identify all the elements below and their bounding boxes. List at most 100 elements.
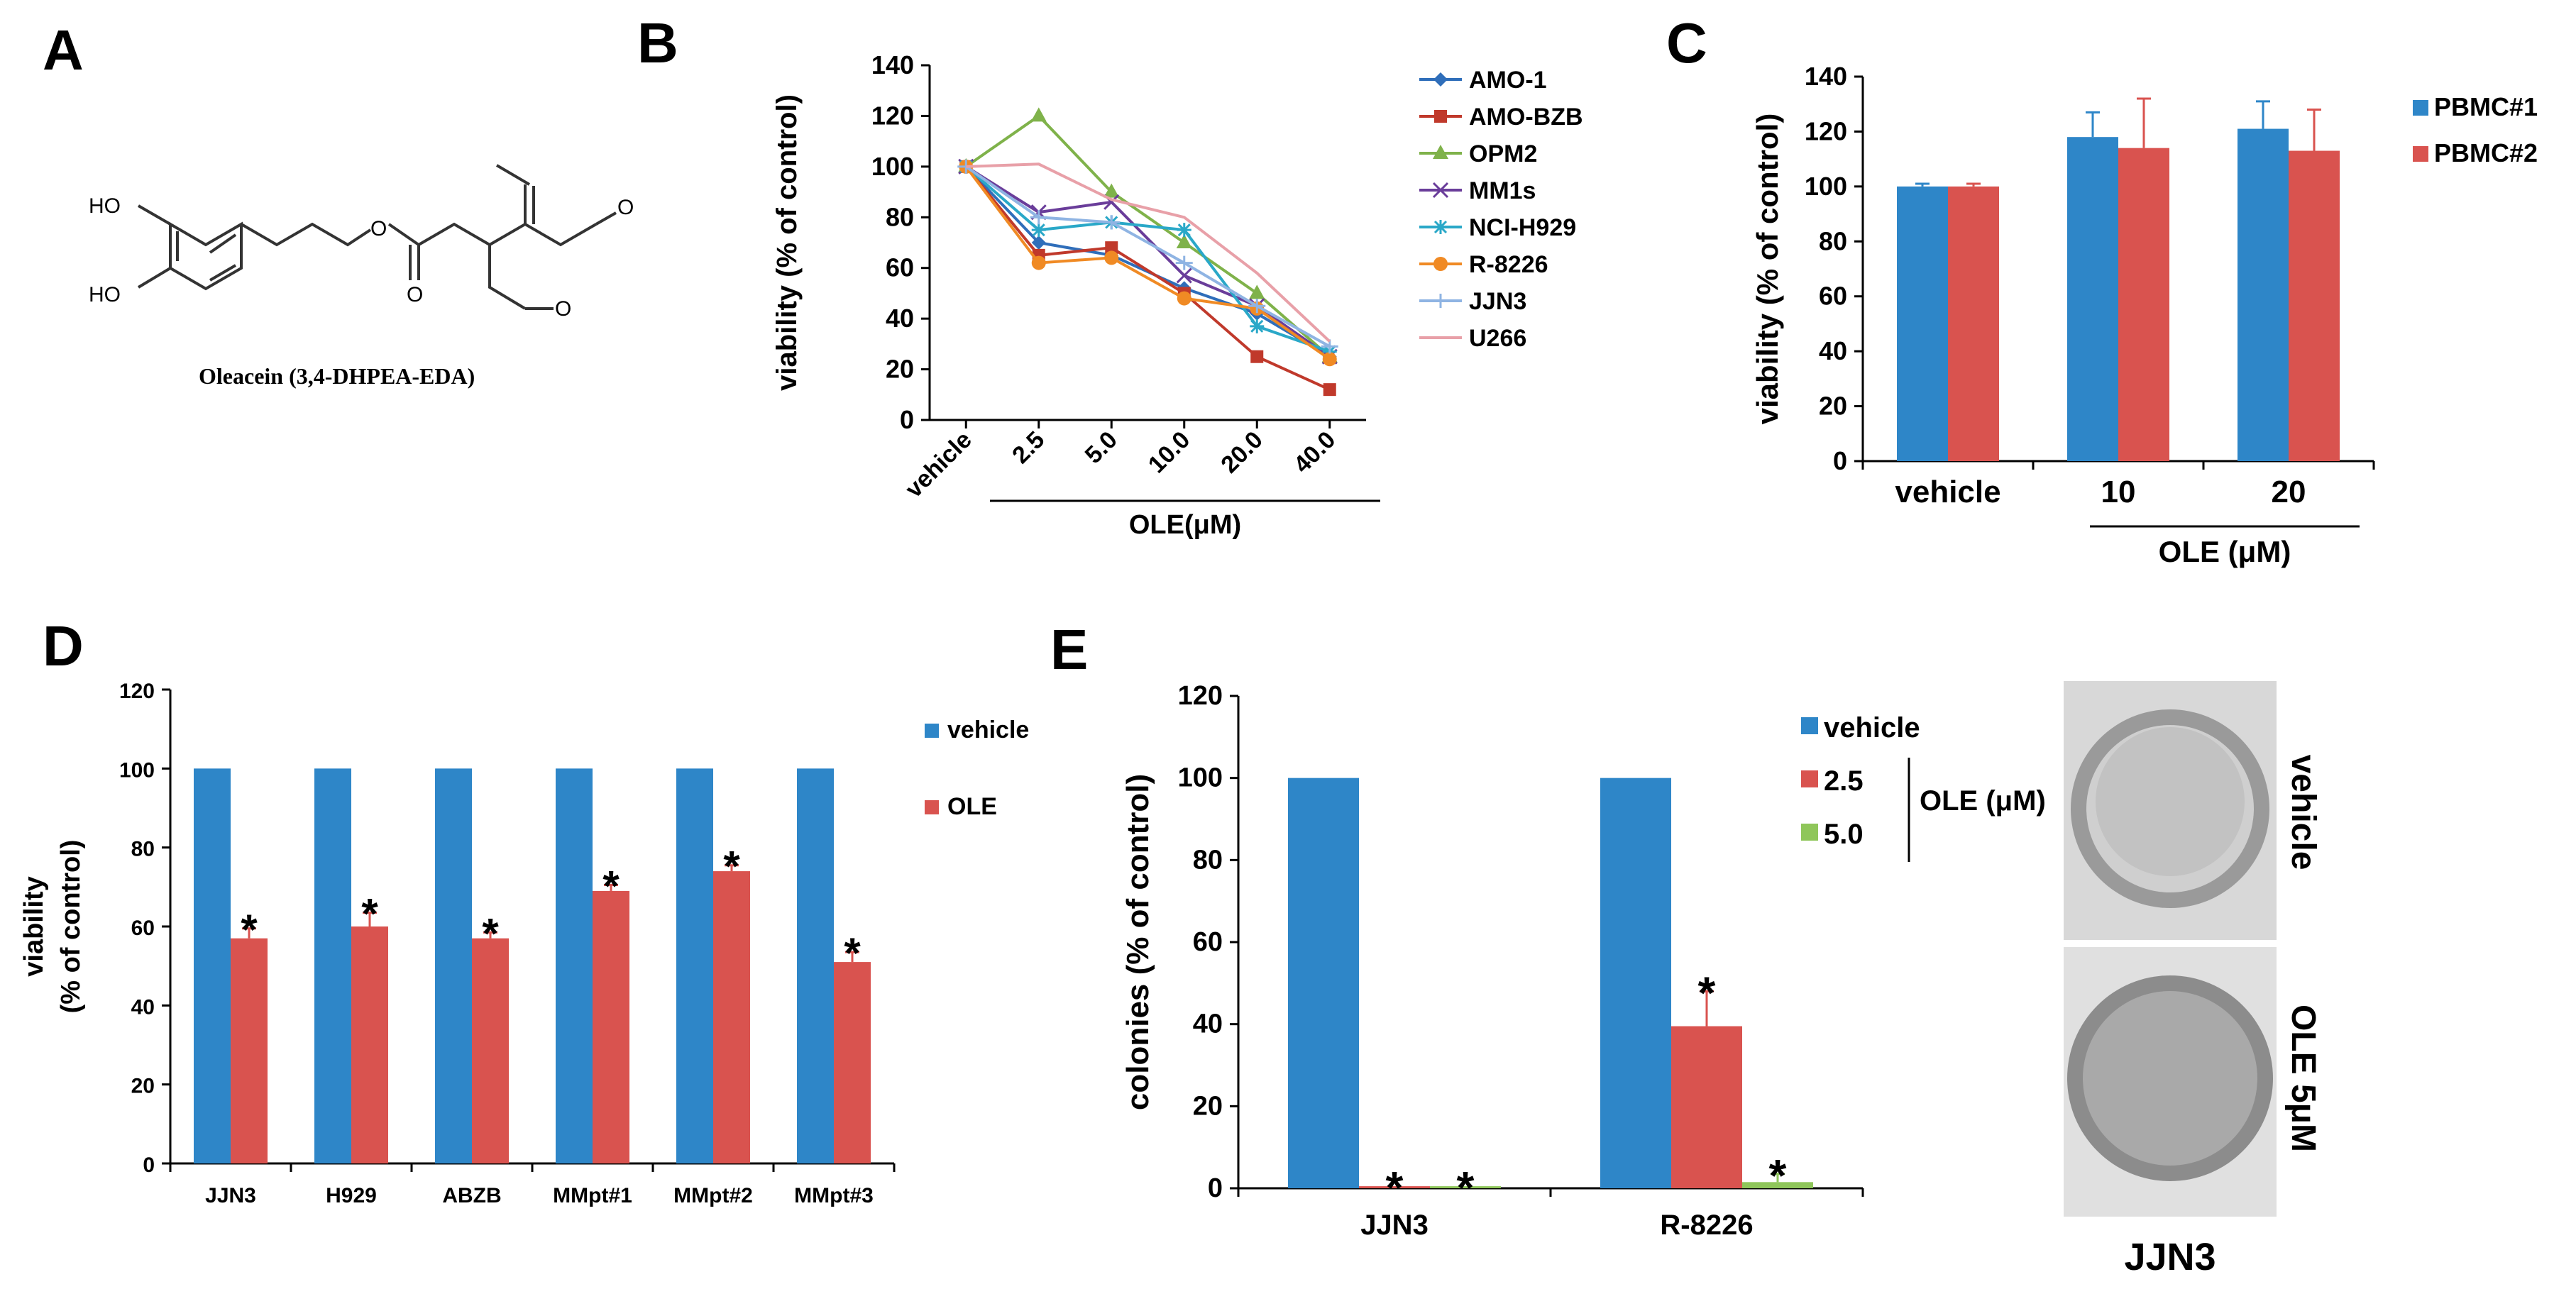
e-y-tick-label: 120 bbox=[1178, 681, 1223, 711]
b-x-tick-label: 20.0 bbox=[1216, 426, 1268, 479]
photo-ole-well bbox=[2083, 991, 2257, 1166]
panel-letter-e: E bbox=[1050, 618, 1089, 681]
e-y-tick-label: 100 bbox=[1178, 763, 1223, 793]
c-y-tick-label: 0 bbox=[1833, 446, 1847, 475]
e-bar-vehicle bbox=[1600, 778, 1671, 1188]
b-legend-label: NCI-H929 bbox=[1469, 214, 1576, 241]
d-legend-label: vehicle bbox=[947, 717, 1029, 743]
e-y-label: colonies (% of control) bbox=[1121, 774, 1155, 1110]
photo-caption: JJN3 bbox=[2124, 1236, 2216, 1278]
b-data-point bbox=[1177, 223, 1191, 238]
d-significance-star: * bbox=[602, 863, 620, 910]
b-y-tick-label: 100 bbox=[871, 152, 914, 181]
b-y-tick-label: 40 bbox=[886, 304, 914, 333]
b-series-u266 bbox=[966, 162, 1331, 343]
b-legend-marker bbox=[1433, 72, 1448, 87]
d-y-label: viability bbox=[19, 876, 49, 977]
d-y-tick-label: 120 bbox=[119, 680, 155, 703]
d-significance-star: * bbox=[241, 906, 258, 953]
b-y-label: viability (% of control) bbox=[771, 94, 803, 391]
d-legend-label: OLE bbox=[947, 793, 997, 820]
e-bar-vehicle bbox=[1288, 778, 1359, 1188]
d-x-tick-label: MMpt#1 bbox=[553, 1184, 632, 1207]
e-bar-2-5 bbox=[1671, 1026, 1742, 1188]
e-y-tick-label: 60 bbox=[1193, 927, 1223, 957]
e-significance-star: * bbox=[1698, 967, 1716, 1018]
e-legend-swatch bbox=[1801, 770, 1818, 787]
photo-label-vehicle: vehicle bbox=[2284, 755, 2322, 870]
b-data-point bbox=[1250, 350, 1264, 363]
b-legend-label: JJN3 bbox=[1469, 288, 1526, 315]
c-bar-pbmc-2 bbox=[2118, 148, 2169, 461]
d-y-tick-label: 80 bbox=[131, 838, 155, 861]
b-data-point bbox=[1176, 234, 1192, 248]
c-y-tick-label: 140 bbox=[1805, 62, 1847, 91]
b-data-point bbox=[1249, 284, 1265, 299]
c-legend-label: PBMC#2 bbox=[2434, 138, 2538, 167]
c-y-tick-label: 40 bbox=[1819, 336, 1847, 365]
b-y-tick-label: 120 bbox=[871, 101, 914, 130]
b-data-point bbox=[1030, 107, 1047, 122]
d-x-tick-label: JJN3 bbox=[205, 1184, 256, 1207]
b-data-point bbox=[1321, 339, 1338, 354]
atom-oh1: HO bbox=[89, 194, 121, 218]
chart-c-bar: 0 20 40 60 80 100 120 140 vehicle 10 20 OLE (μM) via… bbox=[1751, 62, 2538, 568]
oh2-bond bbox=[137, 267, 172, 289]
b-data-point bbox=[1323, 383, 1336, 397]
e-y-tick-label: 80 bbox=[1193, 845, 1223, 875]
e-x-tick-label: R-8226 bbox=[1660, 1210, 1753, 1241]
e-bar-2-5 bbox=[1359, 1186, 1430, 1188]
panel-letter-b: B bbox=[637, 11, 678, 74]
b-legend-label: AMO-1 bbox=[1469, 67, 1547, 94]
d-bar-ole bbox=[593, 890, 629, 1163]
d-x-tick-label: ABZB bbox=[442, 1184, 501, 1207]
d-bar-ole bbox=[231, 938, 268, 1163]
b-data-point bbox=[1031, 236, 1046, 250]
b-series-line bbox=[965, 165, 1331, 348]
atom-oh2: HO bbox=[89, 283, 121, 306]
c-x-tick-label: 20 bbox=[2272, 475, 2306, 509]
b-data-point bbox=[1248, 299, 1266, 314]
c-bar-pbmc-2 bbox=[1948, 186, 1999, 461]
b-data-point bbox=[1175, 255, 1193, 270]
d-bar-ole bbox=[834, 962, 871, 1163]
b-data-point bbox=[1030, 210, 1047, 225]
b-data-point bbox=[1103, 183, 1120, 198]
b-y-tick-label: 0 bbox=[900, 405, 914, 434]
c-x-tick-label: vehicle bbox=[1895, 475, 2000, 509]
b-x-tick-label: 2.5 bbox=[1007, 426, 1050, 469]
ester-chain bbox=[387, 222, 491, 247]
b-data-point bbox=[1176, 267, 1192, 284]
d-significance-star: * bbox=[361, 890, 378, 938]
b-series-line bbox=[964, 165, 1331, 353]
panel-letter-a: A bbox=[43, 18, 84, 82]
upper-branch bbox=[488, 222, 598, 247]
e-bar-5-0 bbox=[1742, 1182, 1813, 1188]
atom-o-carbonyl: O bbox=[407, 283, 423, 306]
d-bar-vehicle bbox=[676, 768, 713, 1163]
c-legend-label: PBMC#1 bbox=[2434, 92, 2538, 121]
e-legend-label: 5.0 bbox=[1824, 819, 1864, 850]
d-y-tick-label: 40 bbox=[131, 995, 155, 1019]
b-data-point bbox=[1250, 319, 1265, 333]
b-legend-marker bbox=[1433, 220, 1448, 234]
b-x-tick-label: 5.0 bbox=[1080, 426, 1123, 469]
c-bar-pbmc-1 bbox=[2238, 128, 2289, 462]
atom-o-ald1: O bbox=[617, 196, 634, 219]
d-bar-ole bbox=[351, 926, 388, 1163]
b-data-point bbox=[1103, 215, 1121, 230]
e-legend-swatch bbox=[1801, 717, 1818, 734]
b-legend-marker bbox=[1433, 145, 1448, 159]
benzene-ring bbox=[169, 221, 243, 291]
atom-o-ester: O bbox=[370, 217, 387, 240]
e-legend-label: 2.5 bbox=[1824, 765, 1864, 797]
chart-b-line: 0 20 40 60 80 100 120 140 vehicle 2.5 5.0 10.0 20.0 4… bbox=[771, 50, 1583, 540]
photo-label-ole: OLE 5μM bbox=[2284, 1005, 2322, 1152]
d-x-tick-label: MMpt#2 bbox=[673, 1184, 753, 1207]
d-bar-vehicle bbox=[435, 768, 472, 1163]
molecule-atom-labels: HO HO O O O O bbox=[89, 194, 634, 321]
e-significance-star: * bbox=[1769, 1150, 1787, 1201]
b-data-point bbox=[1031, 223, 1046, 238]
ald1-bond bbox=[595, 211, 617, 226]
